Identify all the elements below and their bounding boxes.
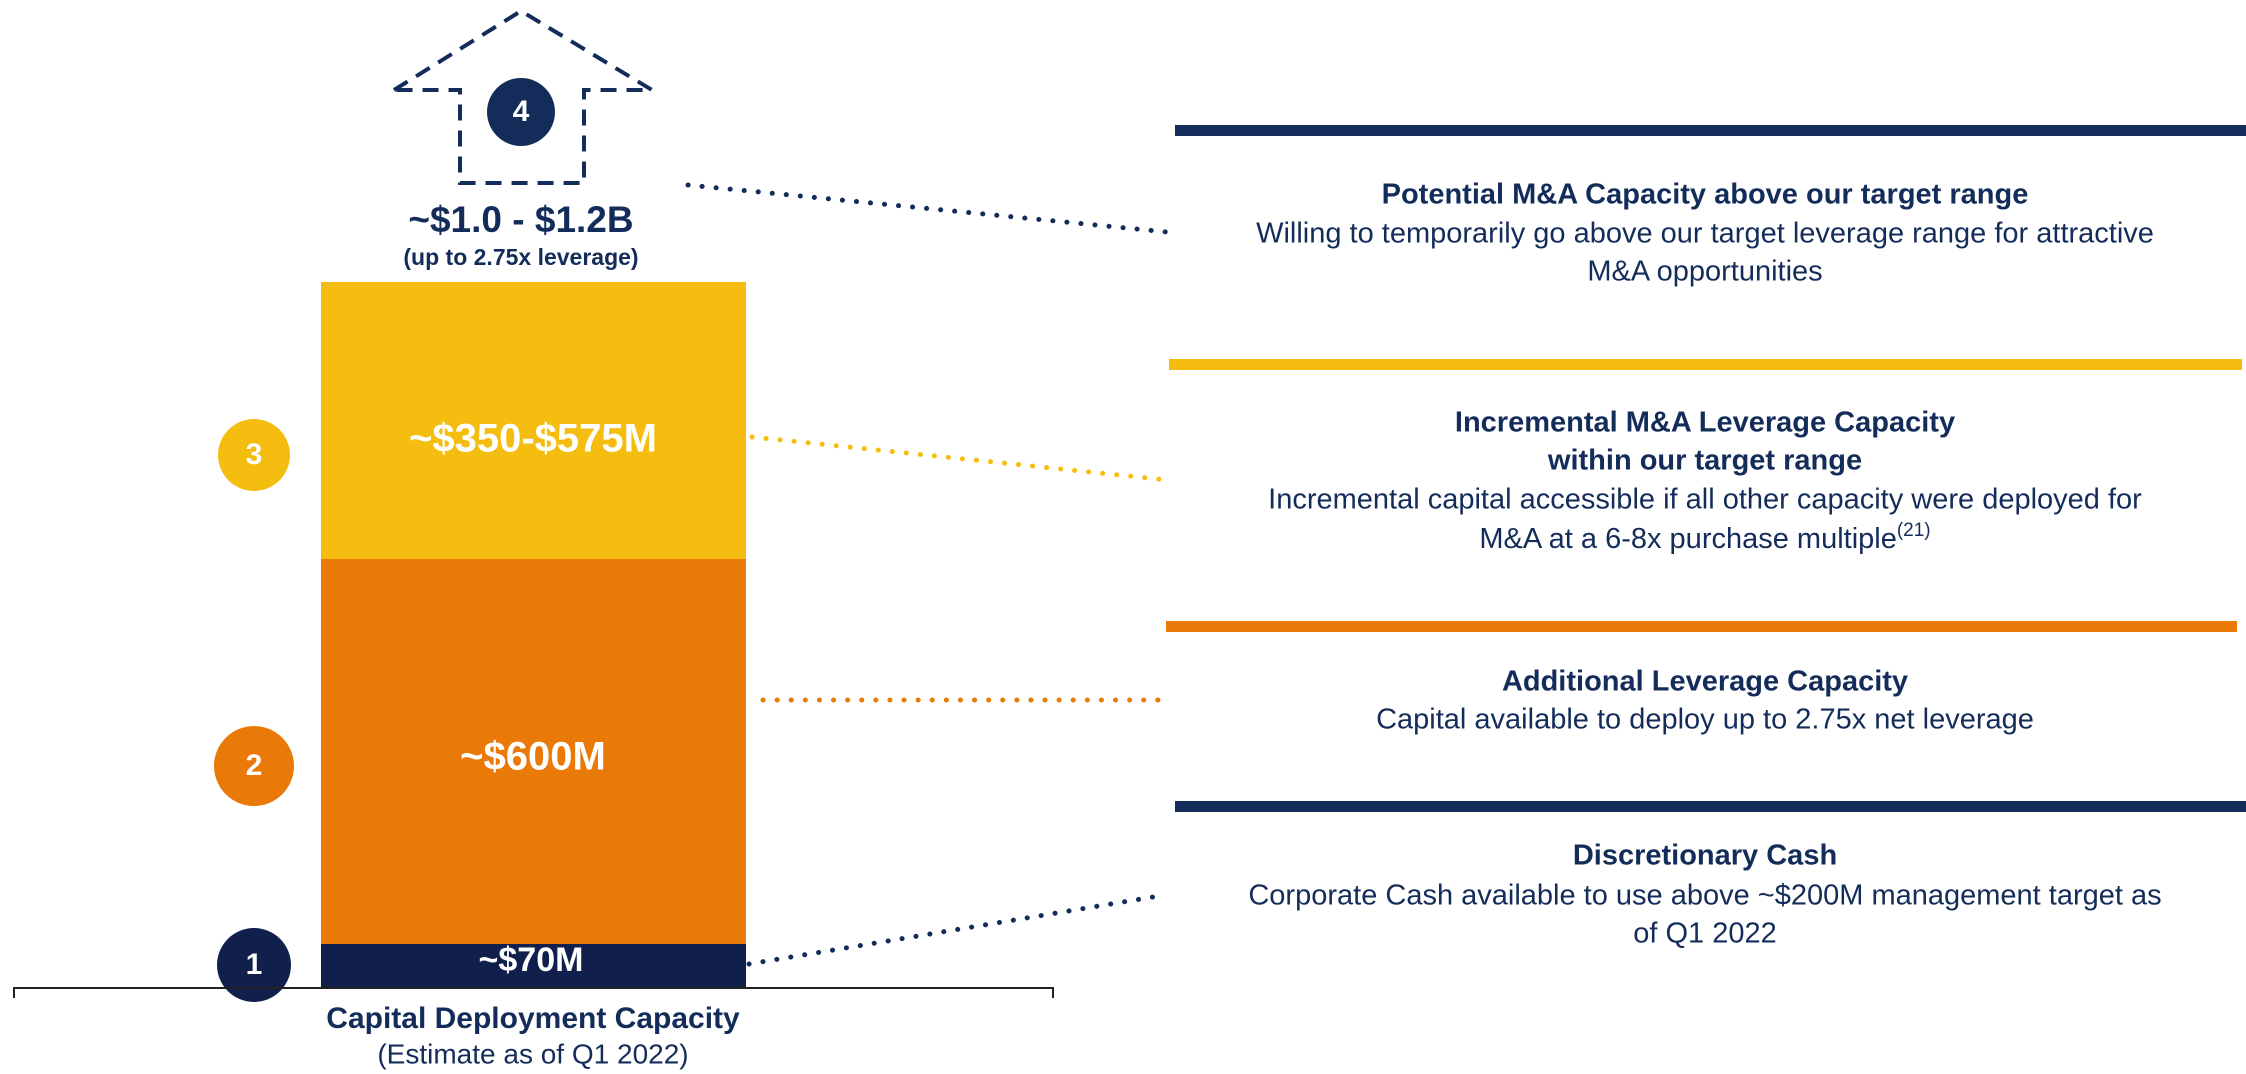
badge-number: 2	[246, 749, 263, 782]
rule	[1175, 125, 2246, 136]
panel-description: Incremental capital accessible if all ot…	[1268, 484, 2142, 516]
rule	[1169, 359, 2242, 370]
panel-description: M&A at a 6-8x purchase multiple	[1479, 523, 1896, 555]
badge-4	[487, 78, 555, 146]
panel-title: within our target range	[1547, 445, 1862, 477]
connector	[746, 894, 1156, 967]
rule	[1166, 621, 2237, 632]
badge-3	[218, 419, 290, 491]
rule	[1175, 801, 2246, 812]
panel-title: Additional Leverage Capacity	[1502, 666, 1908, 698]
panel-description-line: M&A at a 6-8x purchase multiple(21)	[1479, 520, 1930, 555]
badge-number: 4	[513, 95, 530, 128]
panel-title: Potential M&A Capacity above our target …	[1382, 179, 2029, 211]
panel-title: Incremental M&A Leverage Capacity	[1455, 407, 1955, 439]
panel-title: Discretionary Cash	[1573, 840, 1837, 872]
footer-note: (Estimate as of Q1 2022)	[377, 1038, 688, 1069]
panel-description: Willing to temporarily go above our targ…	[1256, 218, 2154, 250]
segment-3-bar	[321, 282, 746, 559]
panel-description: Corporate Cash available to use above ~$…	[1248, 880, 2161, 912]
segment-value: ~$350-$575M	[409, 417, 657, 461]
footer-title: Capital Deployment Capacity	[326, 1002, 740, 1035]
panel-description: M&A opportunities	[1587, 256, 1822, 288]
baseline	[13, 987, 1054, 998]
badge-1	[217, 928, 291, 1002]
panel-description: Capital available to deploy up to 2.75x …	[1376, 704, 2034, 736]
segment-value: ~$70M	[479, 941, 584, 979]
connector	[749, 434, 1170, 483]
segment-value: ~$600M	[460, 735, 606, 779]
segment-2-bar	[321, 559, 746, 944]
footnote: (21)	[1897, 520, 1931, 541]
badge-2	[214, 726, 294, 806]
badge-number: 1	[246, 948, 263, 981]
dashed-arrow	[386, 8, 660, 185]
panel-description: of Q1 2022	[1633, 918, 1777, 950]
segment-1-bar	[321, 944, 746, 988]
headline: ~$1.0 - $1.2B	[408, 199, 633, 240]
connector	[685, 182, 1170, 235]
badge-number: 3	[246, 438, 263, 471]
headline-note: (up to 2.75x leverage)	[403, 244, 638, 270]
